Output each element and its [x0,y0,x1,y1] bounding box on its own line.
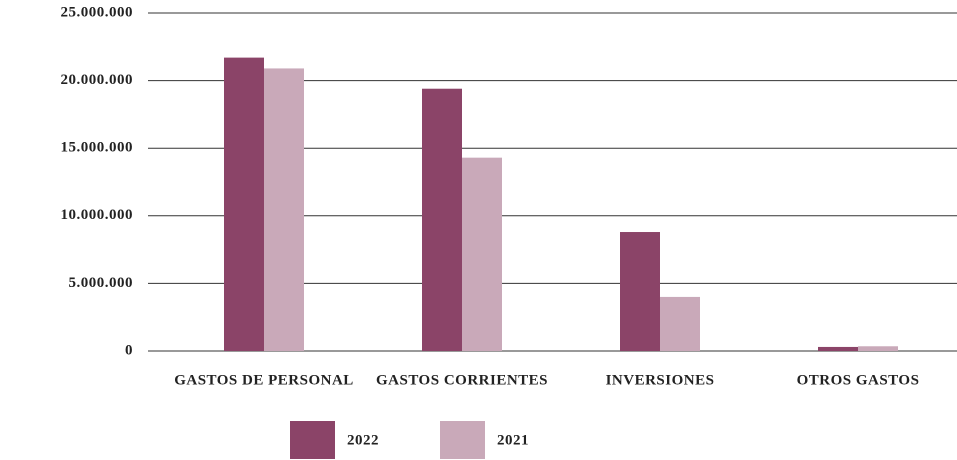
bar [422,88,462,351]
bar [620,232,660,351]
y-tick-label: 25.000.000 [61,4,134,20]
bar [818,346,858,351]
y-tick-label: 20.000.000 [61,72,134,88]
legend-label: 2022 [347,432,379,448]
x-tick-label: INVERSIONES [606,372,715,388]
y-tick-label: 5.000.000 [69,275,134,291]
bar [264,68,304,351]
bar [660,296,700,351]
y-tick-label: 15.000.000 [61,140,134,156]
x-tick-label: GASTOS CORRIENTES [376,372,548,388]
x-tick-label: GASTOS DE PERSONAL [174,372,354,388]
legend-label: 2021 [497,432,529,448]
y-tick-label: 0 [125,342,133,358]
legend-swatch [440,421,485,459]
bar [224,57,264,352]
bar [462,157,502,351]
x-tick-label: OTROS GASTOS [797,372,920,388]
y-tick-label: 10.000.000 [61,207,134,223]
bar [858,346,898,351]
legend-swatch [290,421,335,459]
